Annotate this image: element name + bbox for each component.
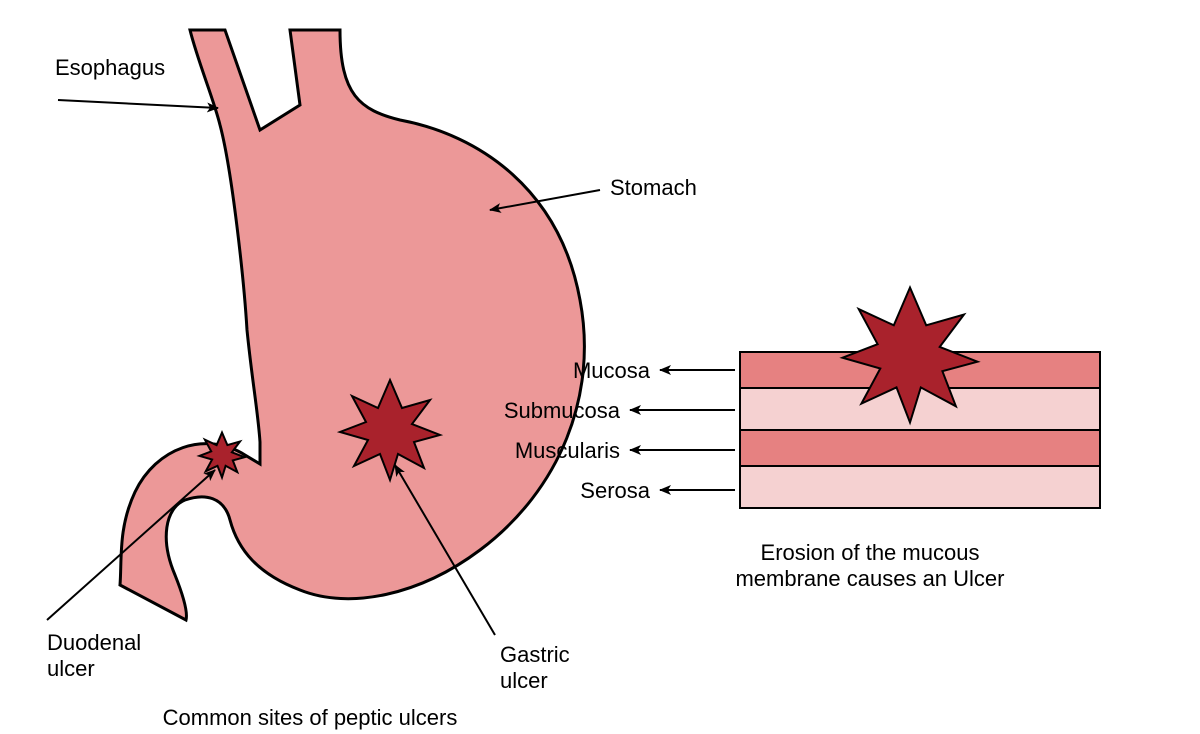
gastric-ulcer-label-1: Gastric [500, 642, 570, 667]
tissue-layer-2 [740, 430, 1100, 466]
stomach-organ [120, 30, 584, 620]
mucosa-label: Mucosa [573, 358, 651, 383]
submucosa-label: Submucosa [504, 398, 621, 423]
duodenal-arrow [47, 470, 215, 620]
serosa-label: Serosa [580, 478, 650, 503]
duodenal-ulcer-label-1: Duodenal [47, 630, 141, 655]
duodenal-ulcer-icon [200, 433, 245, 478]
duodenal-ulcer-label-2: ulcer [47, 656, 95, 681]
tissue-layer-3 [740, 466, 1100, 508]
esophagus-label: Esophagus [55, 55, 165, 80]
tissue-layer-1 [740, 388, 1100, 430]
erosion-caption-1: Erosion of the mucous [761, 540, 980, 565]
gastric-ulcer-label-2: ulcer [500, 668, 548, 693]
diagram-root: Esophagus Stomach Duodenal ulcer Gastric… [0, 0, 1200, 734]
erosion-caption-2: membrane causes an Ulcer [735, 566, 1004, 591]
muscularis-label: Muscularis [515, 438, 620, 463]
common-sites-caption: Common sites of peptic ulcers [163, 705, 458, 730]
stomach-label: Stomach [610, 175, 697, 200]
esophagus-arrow [58, 100, 218, 108]
